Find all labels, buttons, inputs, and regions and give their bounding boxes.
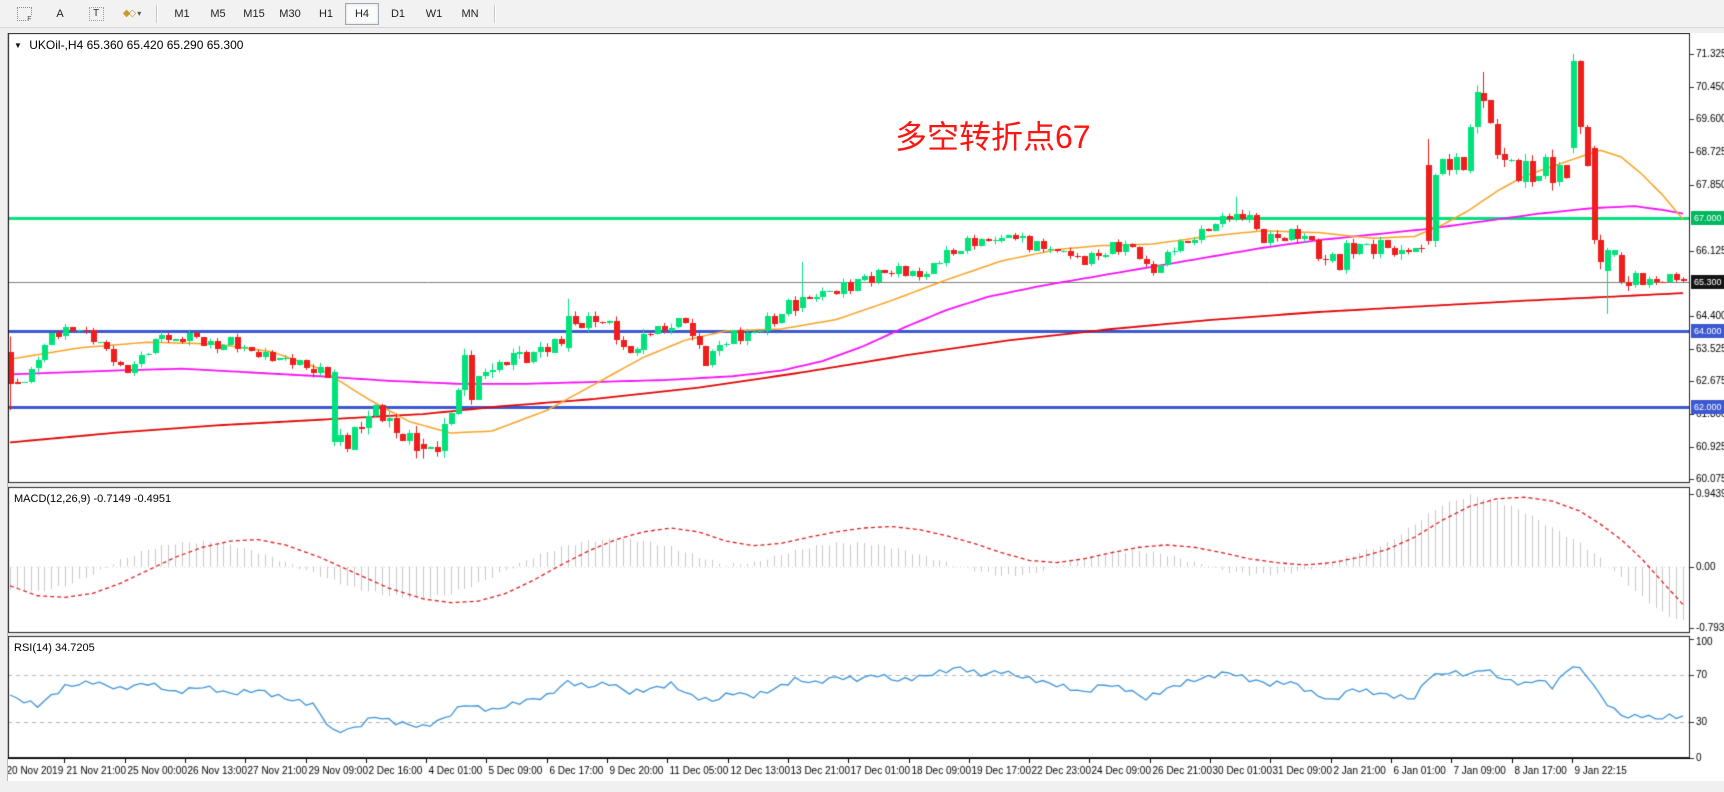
rsi-value: 34.7205 xyxy=(54,642,95,654)
chevron-down-icon: ▾ xyxy=(137,9,142,18)
rsi-indicator-label: RSI(14) 34.7205 xyxy=(14,642,95,654)
dotted-grid-icon: F xyxy=(16,6,32,23)
text-box-icon: T xyxy=(88,6,104,21)
grid-tool-button[interactable]: F xyxy=(7,3,41,25)
timeframe-w1-button[interactable]: W1 xyxy=(425,7,443,20)
timeframe-m5-button[interactable]: M5 xyxy=(210,7,226,20)
crosshair-text-tool-button[interactable]: A xyxy=(43,3,77,25)
timeframe-d1-button[interactable]: D1 xyxy=(390,7,406,20)
annotation-text: 多空转折点67 xyxy=(895,119,1091,155)
macd-indicator-label: MACD(12,26,9) -0.7149 -0.4951 xyxy=(14,493,172,505)
chart-title: ▼ UKOil-,H4 65.360 65.420 65.290 65.300 xyxy=(14,38,243,52)
price-chart-canvas[interactable] xyxy=(0,33,1724,792)
timeframe-m15-button[interactable]: M15 xyxy=(243,7,265,20)
letter-a-icon: A xyxy=(56,7,64,20)
timeframe-m30-button[interactable]: M30 xyxy=(279,7,301,20)
timeframe-mn-button[interactable]: MN xyxy=(461,7,479,20)
top-toolbar: F A T ◆◇ ▾ M1 M5 M15 M30 H1 H4 D1 W1 MN xyxy=(0,0,1724,28)
toolbar-separator xyxy=(494,4,496,23)
toolbar-separator xyxy=(156,4,158,23)
macd-values: -0.7149 -0.4951 xyxy=(93,493,172,505)
window-gap-strip xyxy=(0,28,1724,33)
chart-dropdown-icon[interactable]: ▼ xyxy=(14,41,22,50)
timeframe-m1-button[interactable]: M1 xyxy=(174,7,190,20)
timeframe-h4-button[interactable]: H4 xyxy=(345,2,379,25)
shapes-icon: ◆◇ xyxy=(122,8,136,19)
chart-ohlc-values: 65.360 65.420 65.290 65.300 xyxy=(86,38,244,52)
timeframe-h1-button[interactable]: H1 xyxy=(318,7,334,20)
left-window-edge xyxy=(0,33,8,781)
text-label-tool-button[interactable]: T xyxy=(79,3,113,25)
chart-symbol-period: UKOil-,H4 xyxy=(29,38,84,52)
bottom-window-edge xyxy=(0,781,1724,792)
shapes-tool-button[interactable]: ◆◇ ▾ xyxy=(115,3,149,25)
